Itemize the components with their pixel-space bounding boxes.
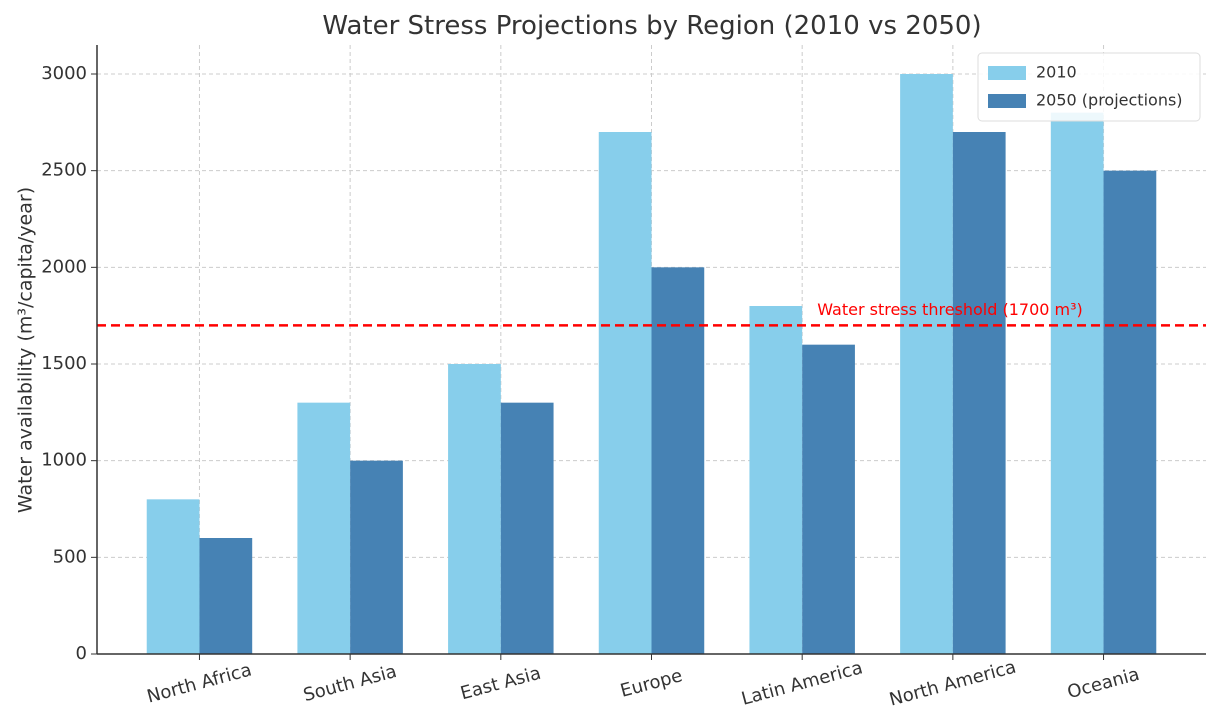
x-tick-label: North America [887, 657, 1018, 711]
y-tick-label: 2500 [41, 160, 87, 181]
x-tick-label: North Africa [145, 659, 254, 707]
legend-label: 2010 [1036, 63, 1077, 82]
y-tick-label: 3000 [41, 63, 87, 84]
bar [598, 132, 652, 654]
legend-swatch [988, 66, 1026, 80]
y-tick-label: 1500 [41, 353, 87, 374]
bar [952, 132, 1006, 654]
x-tick-label: East Asia [458, 663, 543, 705]
bar [500, 402, 554, 654]
y-tick-label: 0 [76, 643, 87, 664]
y-axis-label: Water availability (m³/capita/year) [15, 187, 37, 513]
y-tick-label: 1000 [41, 450, 87, 471]
bar [1103, 170, 1157, 654]
legend: 2010 2050 (projections) [977, 52, 1201, 122]
bar [350, 460, 403, 654]
bar [802, 344, 855, 654]
bar [146, 499, 200, 654]
legend-swatch [988, 94, 1026, 108]
x-tick-label: South Asia [301, 661, 399, 706]
bar [297, 402, 351, 654]
legend-box [977, 52, 1201, 122]
bar [749, 306, 803, 654]
y-tick-label: 2000 [41, 256, 87, 277]
bar [448, 364, 501, 654]
x-tick-label: Europe [618, 665, 685, 702]
bar [1050, 112, 1104, 654]
legend-label: 2050 (projections) [1036, 91, 1183, 110]
x-tick-label: Latin America [739, 657, 865, 710]
bar [651, 267, 705, 654]
bar [199, 538, 253, 654]
chart-title: Water Stress Projections by Region (2010… [322, 11, 981, 41]
threshold-label: Water stress threshold (1700 m³) [817, 300, 1083, 319]
x-tick-label: Oceania [1065, 664, 1142, 703]
y-tick-label: 500 [53, 546, 87, 567]
bar [900, 74, 953, 654]
